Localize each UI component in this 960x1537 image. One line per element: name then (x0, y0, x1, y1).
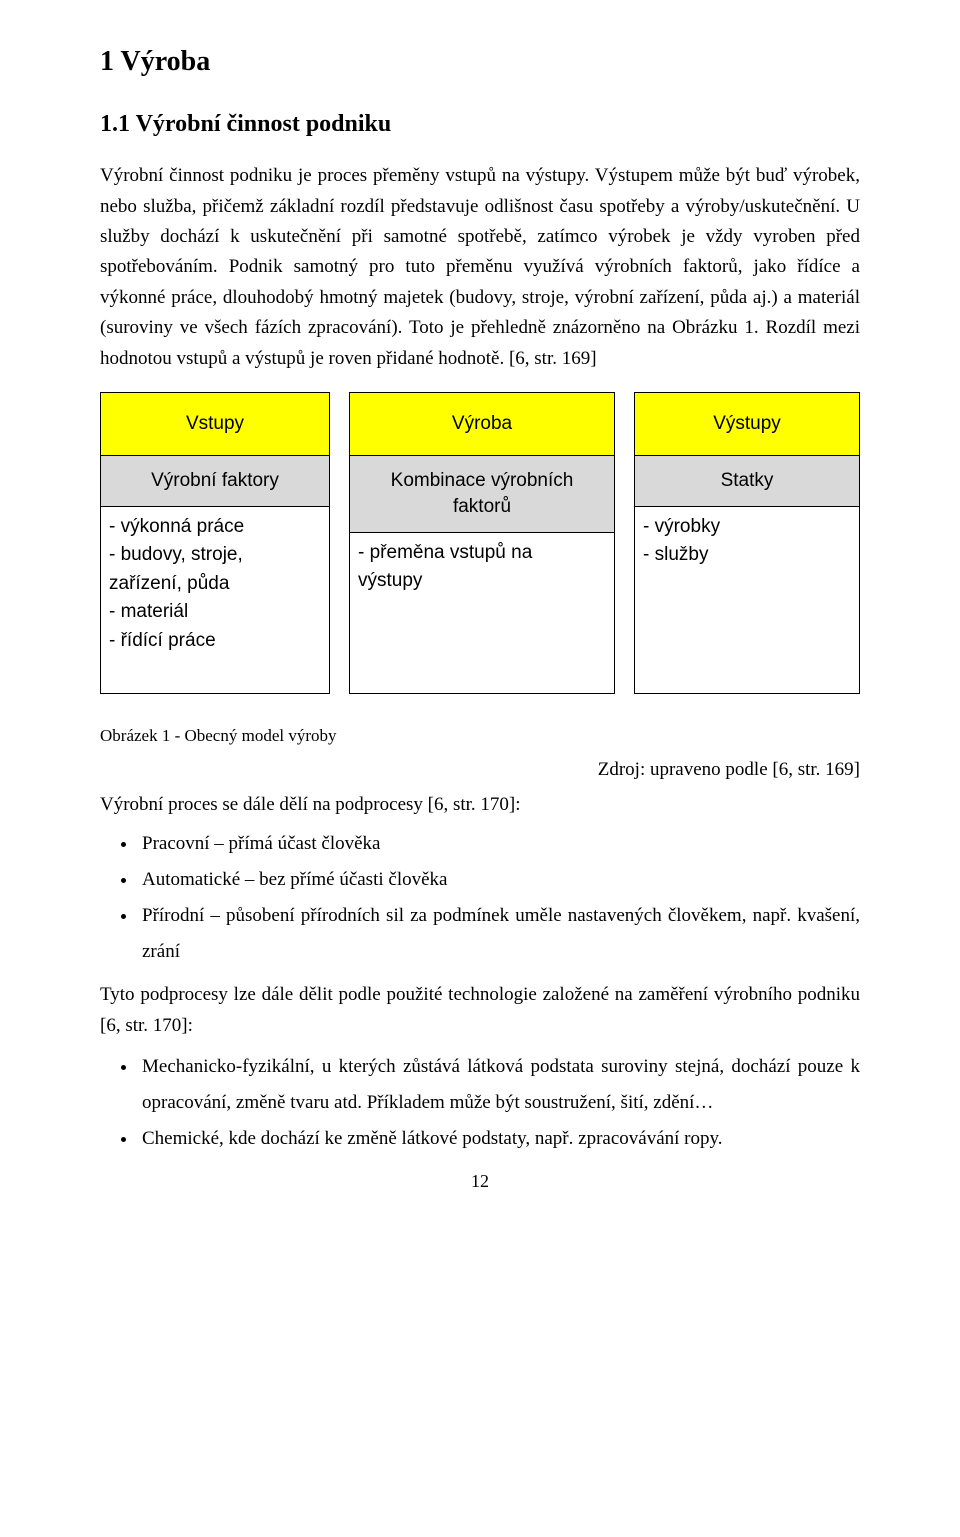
diagram-body: - výrobky- služby (635, 507, 859, 693)
diagram-body-line: - přeměna vstupů na (358, 539, 606, 568)
list-item: Chemické, kde dochází ke změně látkové p… (138, 1121, 860, 1157)
figure-source: Zdroj: upraveno podle [6, str. 169] (100, 755, 860, 785)
list-item: Přírodní – působení přírodních sil za po… (138, 898, 860, 970)
diagram-column: VýrobaKombinace výrobních faktorů- přemě… (349, 392, 615, 694)
diagram-body: - výkonná práce- budovy, stroje,zařízení… (101, 507, 329, 693)
diagram-header: Výstupy (635, 393, 859, 456)
diagram-body-line: - materiál (109, 598, 321, 627)
list-item: Automatické – bez přímé účasti člověka (138, 862, 860, 898)
figure-caption: Obrázek 1 - Obecný model výroby (100, 722, 860, 749)
list-item: Pracovní – přímá účast člověka (138, 826, 860, 862)
diagram-body-line: - výkonná práce (109, 513, 321, 542)
diagram-production-model: VstupyVýrobní faktory- výkonná práce- bu… (100, 392, 860, 694)
bullet-list-subprocesses: Pracovní – přímá účast člověkaAutomatick… (138, 826, 860, 970)
diagram-subheader: Kombinace výrobních faktorů (350, 456, 614, 532)
section-heading: 1 Výroba (100, 40, 860, 85)
diagram-column: VýstupyStatky- výrobky- služby (634, 392, 860, 694)
diagram-body-line: - služby (643, 541, 851, 570)
diagram-header: Vstupy (101, 393, 329, 456)
diagram-header: Výroba (350, 393, 614, 456)
diagram-body-line: zařízení, půda (109, 570, 321, 599)
subsection-heading: 1.1 Výrobní činnost podniku (100, 105, 860, 143)
lead-subprocesses: Výrobní proces se dále dělí na podproces… (100, 790, 860, 820)
diagram-subheader: Statky (635, 456, 859, 507)
diagram-body-line: - budovy, stroje, (109, 541, 321, 570)
diagram-subheader: Výrobní faktory (101, 456, 329, 507)
diagram-body: - přeměna vstupů navýstupy (350, 533, 614, 693)
list-item: Mechanicko-fyzikální, u kterých zůstává … (138, 1049, 860, 1121)
diagram-column: VstupyVýrobní faktory- výkonná práce- bu… (100, 392, 330, 694)
paragraph-technology: Tyto podprocesy lze dále dělit podle pou… (100, 980, 860, 1041)
page-number: 12 (100, 1167, 860, 1196)
diagram-body-line: - řídící práce (109, 627, 321, 656)
diagram-body-line: - výrobky (643, 513, 851, 542)
bullet-list-technology: Mechanicko-fyzikální, u kterých zůstává … (138, 1049, 860, 1157)
diagram-body-line: výstupy (358, 567, 606, 596)
page: 1 Výroba 1.1 Výrobní činnost podniku Výr… (0, 0, 960, 1226)
paragraph-intro: Výrobní činnost podniku je proces přeměn… (100, 161, 860, 374)
